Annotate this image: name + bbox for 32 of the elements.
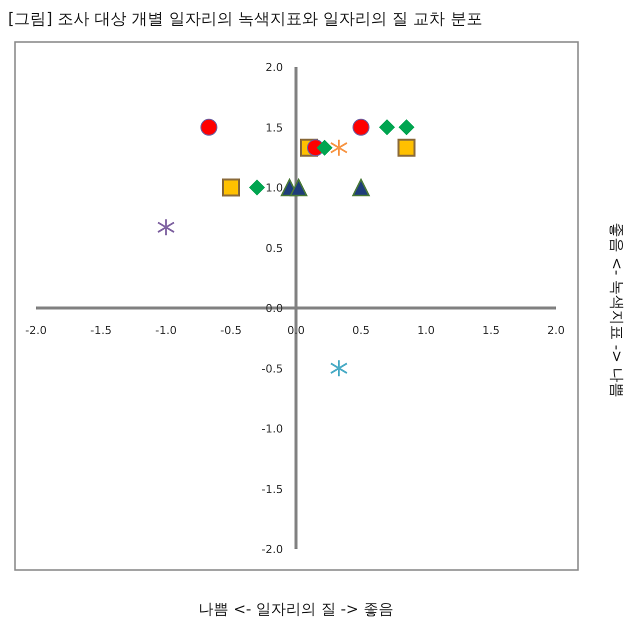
point xyxy=(330,138,348,157)
x-tick-label: 0.5 xyxy=(352,324,370,337)
point xyxy=(290,178,308,196)
point xyxy=(330,359,348,378)
y-tick-label: -1.5 xyxy=(262,482,283,496)
x-tick-label: -0.5 xyxy=(220,324,242,337)
y-tick-label: 0.5 xyxy=(266,242,283,255)
y-tick-label: -2.0 xyxy=(262,543,283,556)
point xyxy=(316,140,333,156)
point xyxy=(222,178,240,196)
x-tick-label: -1.5 xyxy=(90,324,112,337)
point xyxy=(398,138,416,157)
y2-axis-title: 좋음 <- 녹색지표 -> 나쁨 xyxy=(608,222,626,398)
point xyxy=(200,118,218,136)
point xyxy=(352,178,370,196)
x-tick-label: 1.5 xyxy=(482,324,500,337)
y-tick-label: -1.0 xyxy=(262,422,283,436)
y-tick-label: 1.0 xyxy=(266,182,283,194)
x-tick-label: 2.0 xyxy=(547,324,565,337)
point xyxy=(249,180,265,196)
point xyxy=(157,218,175,236)
x-tick-label: -2.0 xyxy=(25,324,47,337)
y-tick-label: 1.5 xyxy=(266,121,283,134)
point xyxy=(398,119,414,136)
point xyxy=(352,118,370,136)
x-axis-title: 나쁨 <- 일자리의 질 -> 좋음 xyxy=(198,600,394,618)
x-tick-label: -1.0 xyxy=(155,324,177,337)
x-tick-label: 1.0 xyxy=(417,324,435,337)
y-tick-label: 2.0 xyxy=(266,61,283,74)
chart-title: [그림] 조사 대상 개별 일자리의 녹색지표와 일자리의 질 교차 분포 xyxy=(8,9,482,28)
y-tick-label: -0.5 xyxy=(262,362,283,376)
point xyxy=(379,119,395,136)
